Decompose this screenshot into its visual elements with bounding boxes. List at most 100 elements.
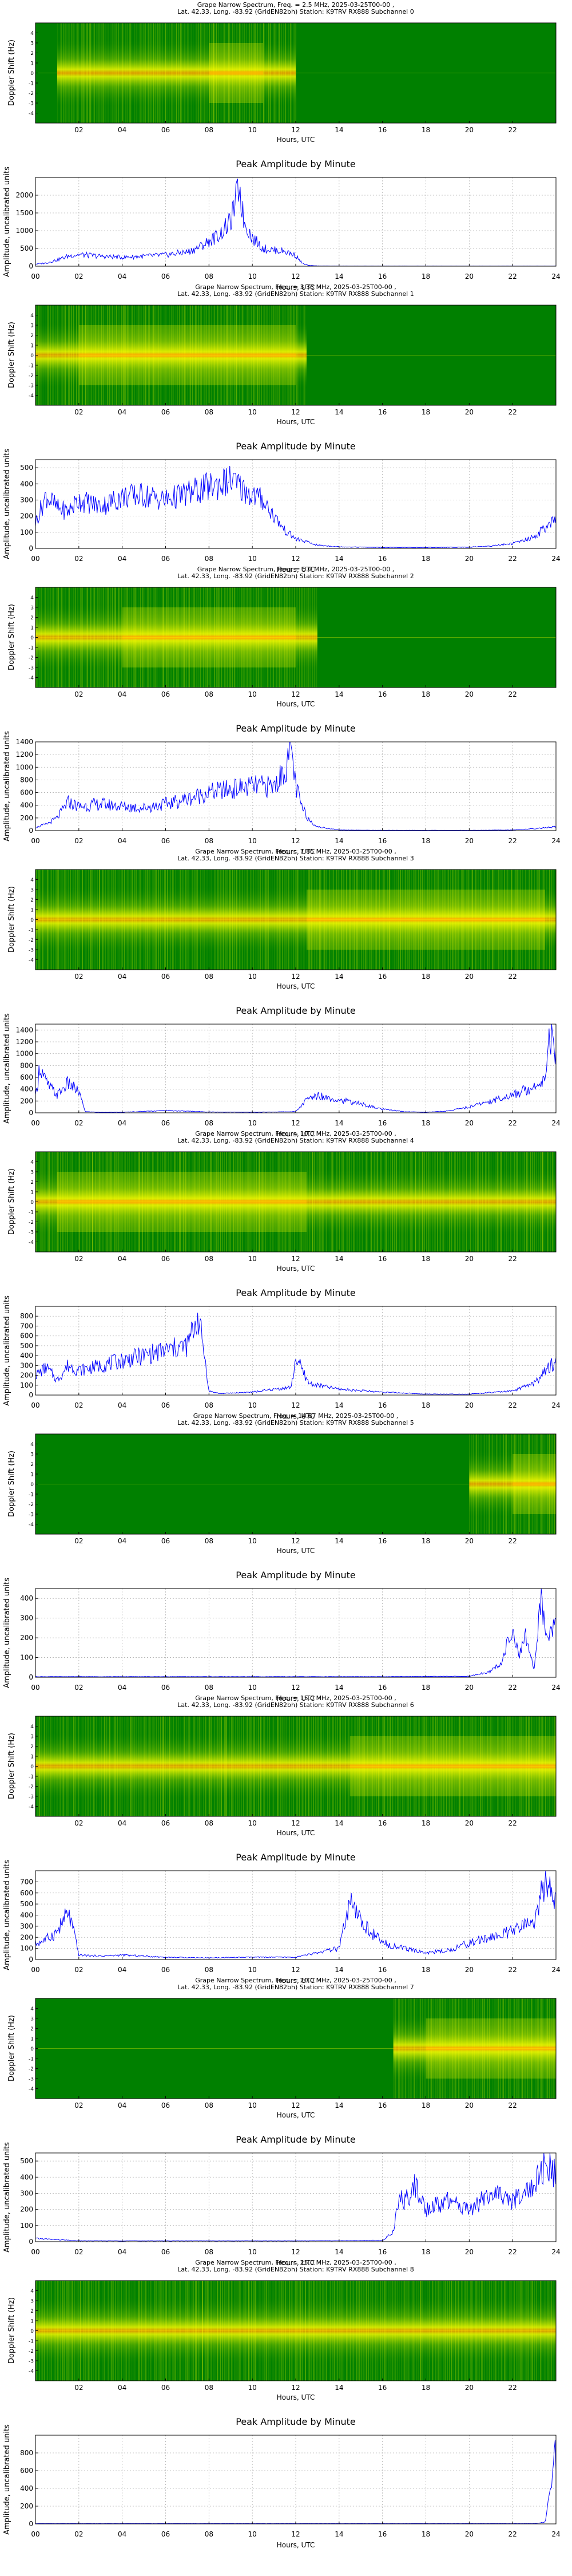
spectrum-streak (393, 1998, 395, 2099)
spectrum-streak (45, 870, 47, 970)
spectrum-streak (319, 2281, 320, 2381)
spectrum-streak (309, 587, 311, 688)
spectrum-streak (152, 870, 153, 970)
amplitude-xtick-label: 06 (161, 2530, 170, 2538)
spectrum-streak (300, 870, 302, 970)
spectrum-subtitle: Lat. 42.33, Long. -83.92 (GridEN82bh) St… (177, 1137, 414, 1144)
spectrum-streak (308, 1716, 309, 1816)
amplitude-ytick-label: 200 (20, 1933, 33, 1941)
spectrum-streak (118, 870, 120, 970)
spectrum-streak (337, 1716, 339, 1816)
spectrum-ytick-label: 0 (30, 635, 34, 641)
spectrum-streak (282, 1716, 284, 1816)
spectrum-streak (38, 2281, 40, 2381)
spectrum-xtick-label: 08 (205, 1819, 213, 1827)
amplitude-xlabel: Hours, UTC (277, 848, 315, 856)
spectrum-streak (155, 23, 157, 123)
spectrum-xtick-label: 18 (422, 973, 430, 981)
spectrum-streak (227, 870, 228, 970)
spectrum-streak (141, 23, 142, 123)
spectrum-streak (268, 23, 269, 123)
spectrum-streak (500, 2281, 502, 2381)
spectrum-streak (548, 1152, 549, 1252)
amplitude-ytick-label: 1000 (15, 763, 33, 771)
spectrum-streak (462, 1152, 463, 1252)
spectrum-streak (86, 587, 88, 688)
spectrum-streak (154, 23, 155, 123)
spectrum-streak (69, 2281, 71, 2381)
spectrum-streak (44, 1716, 45, 1816)
spectrum-streak (73, 23, 75, 123)
spectrum-streak (476, 1434, 478, 1534)
spectrum-streak (138, 1716, 139, 1816)
spectrum-streak (205, 23, 206, 123)
spectrum-streak (87, 587, 88, 688)
spectrum-streak (437, 1152, 438, 1252)
spectrum-streak (518, 2281, 519, 2381)
spectrum-streak (179, 870, 180, 970)
spectrum-streak (101, 587, 103, 688)
spectrum-streak (289, 2281, 290, 2381)
spectrum-streak (188, 870, 190, 970)
amplitude-ytick-label: 500 (20, 2157, 33, 2165)
spectrum-streak (134, 870, 136, 970)
spectrum-streak (268, 23, 269, 123)
amplitude-ytick-label: 200 (20, 1097, 33, 1105)
spectrum-xtick-label: 16 (378, 973, 387, 981)
spectrum-streak (478, 1152, 479, 1252)
amplitude-xtick-label: 08 (205, 837, 213, 845)
spectrum-streak (263, 23, 265, 123)
spectrum-ytick-label: -4 (29, 111, 34, 117)
spectrum-xtick-label: 02 (74, 690, 83, 698)
spectrum-xtick-label: 20 (465, 2384, 474, 2392)
spectrum-streak (59, 1716, 61, 1816)
spectrum-streak (475, 2281, 476, 2381)
spectrum-xtick-label: 22 (509, 408, 517, 416)
spectrum-streak (396, 1152, 398, 1252)
spectrum-streak (415, 2281, 417, 2381)
spectrum-streak (432, 2281, 433, 2381)
spectrum-streak (501, 2281, 503, 2381)
spectrum-streak (296, 1716, 297, 1816)
spectrum-streak (140, 23, 141, 123)
spectrum-streak (550, 2281, 552, 2381)
amplitude-ytick-label: 300 (20, 1614, 33, 1622)
amplitude-title: Peak Amplitude by Minute (236, 1852, 356, 1863)
spectrum-xlabel: Hours, UTC (277, 136, 315, 144)
spectrum-streak (323, 1716, 324, 1816)
spectrum-streak (125, 870, 127, 970)
spectrum-streak (240, 870, 242, 970)
spectrum-streak (97, 587, 98, 688)
spectrum-ytick-label: 4 (30, 2289, 34, 2294)
spectrum-streak (520, 1152, 522, 1252)
spectrum-streak (291, 870, 292, 970)
spectrum-streak (273, 23, 275, 123)
spectrum-streak (44, 2281, 45, 2381)
spectrum-streak (104, 2281, 105, 2381)
spectrum-streak (200, 870, 201, 970)
spectrum-streak (90, 870, 92, 970)
spectrum-streak (297, 2281, 299, 2381)
spectrum-streak (41, 2281, 42, 2381)
spectrum-streak (83, 2281, 85, 2381)
spectrum-streak (422, 1998, 423, 2099)
spectrum-streak (226, 1716, 228, 1816)
spectrum-streak (185, 2281, 187, 2381)
amplitude-xtick-label: 08 (205, 555, 213, 563)
spectrum-streak (172, 2281, 173, 2381)
spectrum-streak (504, 2281, 505, 2381)
spectrum-streak (186, 1716, 188, 1816)
spectrum-streak (472, 2281, 474, 2381)
spectrum-streak (418, 1152, 419, 1252)
spectrum-streak (279, 23, 280, 123)
spectrum-ytick-label: 4 (30, 31, 34, 37)
spectrum-streak (192, 870, 194, 970)
spectrum-streak (419, 1998, 420, 2099)
spectrum-streak (253, 1716, 255, 1816)
amplitude-xtick-label: 06 (161, 1966, 170, 1974)
spectrum-streak (538, 2281, 539, 2381)
amplitude-xtick-label: 14 (335, 2530, 343, 2538)
spectrum-streak (85, 1716, 87, 1816)
spectrum-streak (347, 1716, 349, 1816)
spectrum-streak (145, 1716, 147, 1816)
